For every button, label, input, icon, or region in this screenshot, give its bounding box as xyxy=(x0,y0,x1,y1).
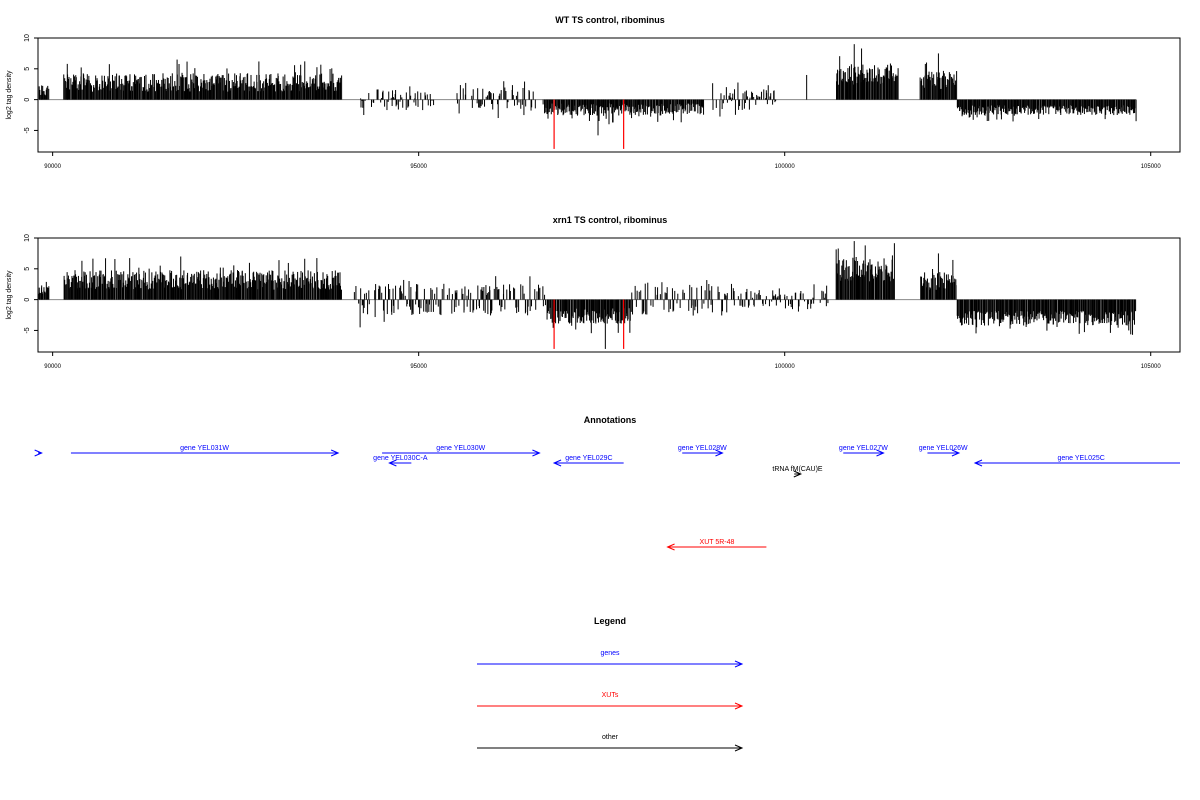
signal-panel: xrn1 TS control, ribominus log2 tag densi… xyxy=(6,215,1181,370)
y-tick-label: 5 xyxy=(24,67,31,71)
x-tick-label: 90000 xyxy=(44,164,61,170)
x-tick-label: 90000 xyxy=(44,364,61,370)
annotation-feature: gene YEL030W xyxy=(382,445,541,457)
signal-panels: WT TS control, ribominus log2 tag density… xyxy=(6,15,1181,370)
y-tick-label: 10 xyxy=(24,234,31,242)
annotation-feature xyxy=(34,449,43,457)
feature-arrow xyxy=(70,449,340,457)
annotation-feature: gene YEL031W xyxy=(70,445,340,457)
legend-label: XUTs xyxy=(602,692,619,699)
y-tick-label: -5 xyxy=(24,127,31,133)
x-tick-label: 100000 xyxy=(775,164,796,170)
annotation-feature: gene YEL026W xyxy=(919,445,968,457)
feature-label: gene YEL031W xyxy=(180,445,229,452)
signal-panel: WT TS control, ribominus log2 tag density… xyxy=(6,15,1181,170)
annotation-feature: gene YEL025C xyxy=(973,455,1180,467)
feature-arrow xyxy=(388,459,412,467)
feature-arrow xyxy=(382,449,541,457)
legend-arrow xyxy=(477,660,744,668)
annotation-feature: gene YEL028W xyxy=(678,445,727,457)
plot-frame xyxy=(37,37,1181,153)
y-axis-label: log2 tag density xyxy=(6,270,13,320)
feature-label: gene YEL029C xyxy=(565,455,612,462)
legend-label: genes xyxy=(600,650,620,657)
x-tick-label: 95000 xyxy=(410,164,427,170)
feature-label: gene YEL030W xyxy=(436,445,485,452)
legend-label: other xyxy=(602,734,619,741)
panel-title: WT TS control, ribominus xyxy=(555,15,665,25)
feature-arrow xyxy=(666,543,767,551)
feature-label: XUT 5R-48 xyxy=(700,539,735,546)
legend-arrow xyxy=(477,744,744,752)
feature-label: gene YEL030C-A xyxy=(373,455,428,462)
annotation-track: Annotations gene YEL031W gene YEL030Wgene… xyxy=(34,415,1180,551)
feature-label: gene YEL026W xyxy=(919,445,968,452)
y-tick-label: 0 xyxy=(24,298,31,302)
annotations-title: Annotations xyxy=(584,415,637,425)
feature-label: gene YEL025C xyxy=(1057,455,1104,462)
feature-arrow xyxy=(973,459,1180,467)
legend-title: Legend xyxy=(594,616,626,626)
x-tick-label: 95000 xyxy=(410,364,427,370)
feature-label: gene YEL027W xyxy=(839,445,888,452)
legend-item: genes xyxy=(477,650,744,668)
annotation-feature: gene YEL030C-A xyxy=(373,455,428,467)
annotation-feature: XUT 5R-48 xyxy=(666,539,767,551)
y-tick-label: 10 xyxy=(24,34,31,42)
annotation-features: gene YEL031W gene YEL030W gene YEL030C-A ge… xyxy=(34,445,1180,551)
legend-arrow xyxy=(477,702,744,710)
panel-title: xrn1 TS control, ribominus xyxy=(553,215,668,225)
feature-arrow xyxy=(927,449,961,457)
y-tick-label: -5 xyxy=(24,327,31,333)
annotation-feature: gene YEL029C xyxy=(552,455,624,467)
legend-item: XUTs xyxy=(477,692,744,710)
feature-arrow xyxy=(793,470,803,478)
legend-items: genes XUTs other xyxy=(477,650,744,752)
y-axis-label: log2 tag density xyxy=(6,70,13,120)
feature-label: tRNA fM(CAU)E xyxy=(772,466,823,473)
y-tick-label: 5 xyxy=(24,267,31,271)
feature-arrow xyxy=(843,449,885,457)
x-tick-label: 105000 xyxy=(1141,364,1162,370)
feature-arrow xyxy=(34,449,43,457)
y-tick-label: 0 xyxy=(24,98,31,102)
annotation-feature: gene YEL027W xyxy=(839,445,888,457)
signal-bars xyxy=(37,44,1137,149)
feature-arrow xyxy=(552,459,624,467)
annotation-feature: tRNA fM(CAU)E xyxy=(772,466,823,478)
feature-arrow xyxy=(682,449,724,457)
x-tick-label: 100000 xyxy=(775,364,796,370)
legend: Legend genes XUTs other xyxy=(477,616,744,752)
legend-item: other xyxy=(477,734,744,752)
x-tick-label: 105000 xyxy=(1141,164,1162,170)
feature-label: gene YEL028W xyxy=(678,445,727,452)
signal-bars xyxy=(37,241,1137,349)
